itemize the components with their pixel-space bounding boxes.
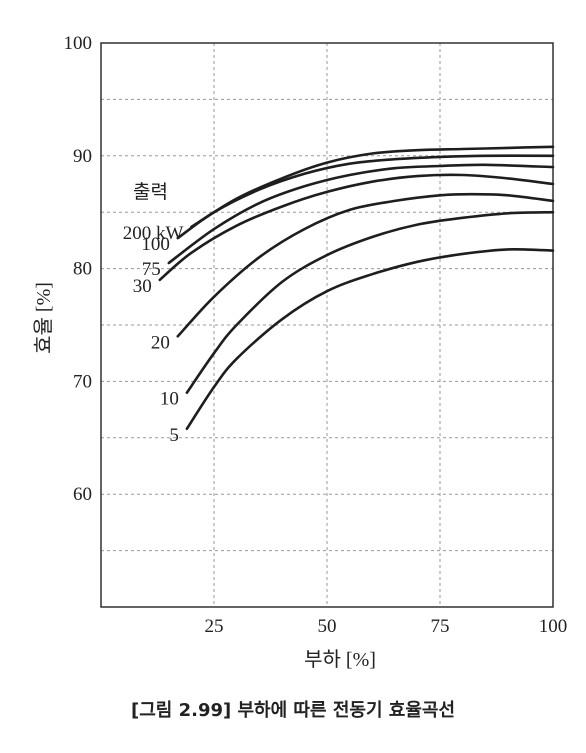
series-label: 100 [141, 234, 170, 255]
series-line [176, 154, 555, 240]
x-tick-label: 25 [205, 616, 224, 637]
grid-lines [101, 43, 553, 607]
series-lines [158, 145, 555, 431]
x-tick-labels: 25 50 75 100 [205, 616, 568, 637]
series-line [176, 192, 555, 338]
series-line [158, 173, 555, 282]
series-label: 5 [169, 425, 179, 446]
series-label: 30 [133, 276, 152, 297]
series-line [167, 163, 555, 265]
y-tick-label: 90 [73, 146, 92, 167]
series-line [185, 210, 555, 394]
y-tick-label: 100 [64, 33, 93, 54]
series-label: 10 [160, 389, 179, 410]
y-axis-label: 효율 [%] [33, 282, 55, 354]
x-axis-label: 부하 [%] [304, 648, 376, 671]
series-label: 20 [151, 332, 170, 353]
y-tick-labels: 60 70 80 90 100 [64, 33, 93, 505]
series-label: 200 kW [123, 223, 184, 244]
x-tick-label: 100 [539, 616, 568, 637]
y-tick-label: 60 [73, 484, 92, 505]
x-tick-label: 75 [431, 616, 450, 637]
y-tick-label: 80 [73, 259, 92, 280]
x-tick-label: 50 [318, 616, 337, 637]
series-line [185, 247, 555, 431]
series-label: 75 [142, 259, 161, 280]
y-tick-label: 70 [73, 371, 92, 392]
series-line [190, 145, 555, 229]
plot-frame [100, 42, 554, 608]
legend-title: 출력 [133, 181, 168, 203]
figure-caption: [그림 2.99] 부하에 따른 전동기 효율곡선 [130, 700, 456, 721]
